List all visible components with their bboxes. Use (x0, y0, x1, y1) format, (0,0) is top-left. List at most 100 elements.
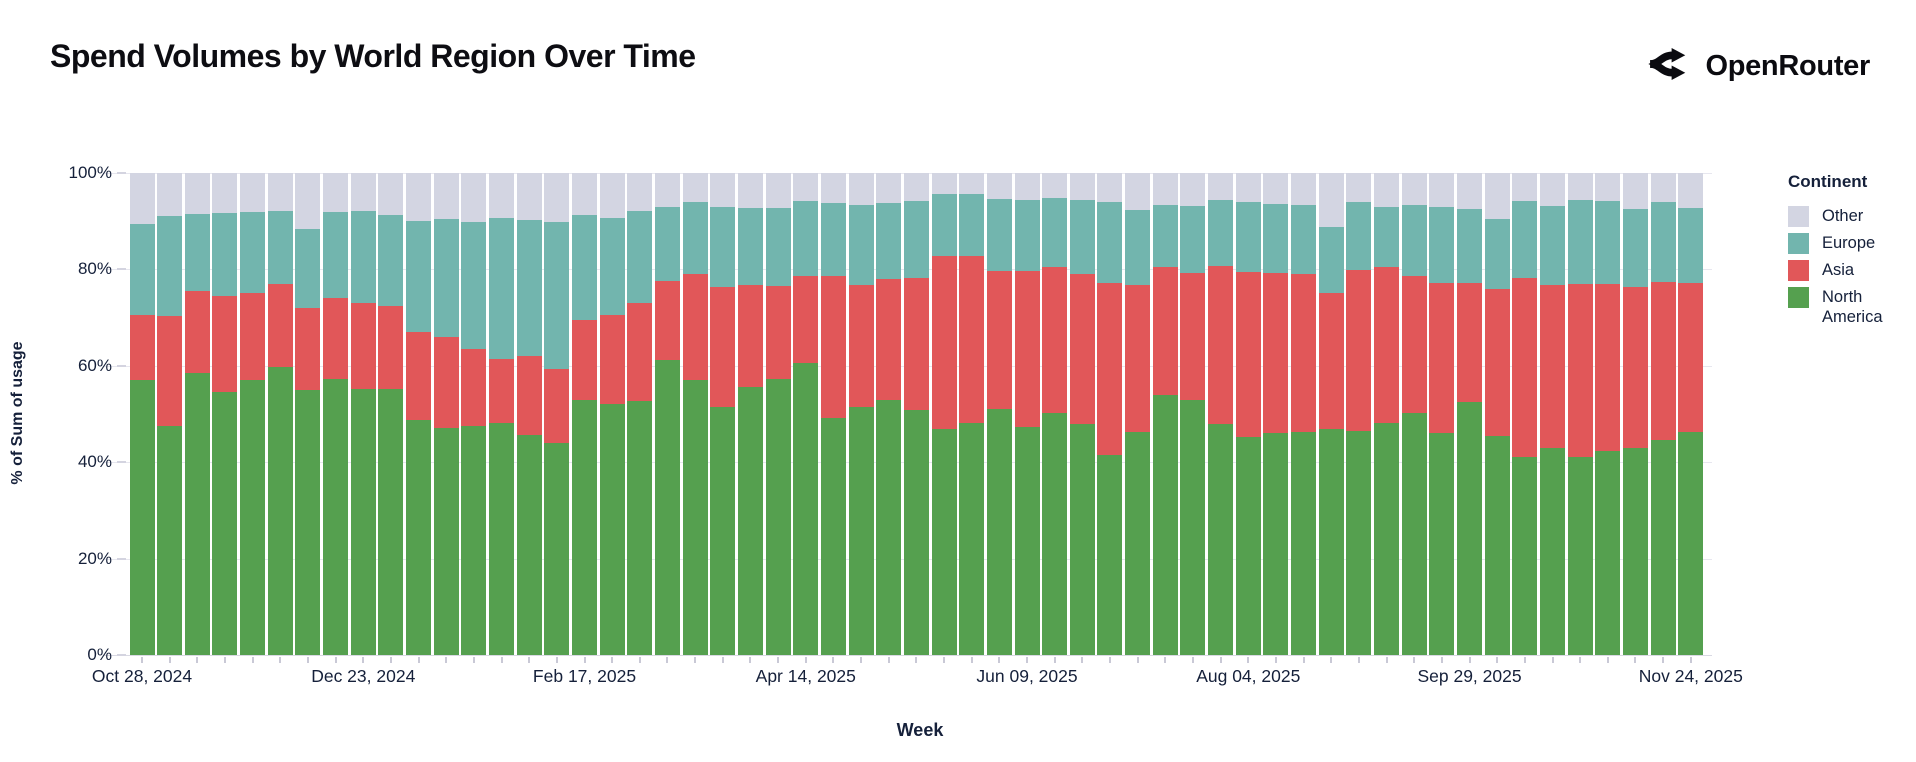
bar-segment-north-america[interactable] (323, 378, 349, 655)
bar-segment-other[interactable] (848, 173, 874, 205)
bar-segment-other[interactable] (1484, 173, 1510, 220)
bar-segment-north-america[interactable] (1263, 433, 1289, 655)
bar-segment-other[interactable] (986, 173, 1012, 200)
bar-segment-other[interactable] (959, 173, 985, 194)
bar-segment-europe[interactable] (433, 219, 459, 338)
bar-segment-other[interactable] (876, 173, 902, 204)
bar-segment-other[interactable] (1512, 173, 1538, 202)
bar-segment-north-america[interactable] (820, 418, 846, 655)
bar-segment-europe[interactable] (986, 199, 1012, 271)
bar-segment-asia[interactable] (820, 276, 846, 419)
bar-segment-other[interactable] (627, 173, 653, 211)
bar-segment-europe[interactable] (820, 203, 846, 277)
bar-segment-asia[interactable] (212, 296, 238, 393)
bar-segment-other[interactable] (240, 173, 266, 212)
bar-segment-other[interactable] (903, 173, 929, 202)
bar-segment-north-america[interactable] (1540, 448, 1565, 655)
bar-segment-asia[interactable] (129, 315, 155, 380)
bar-segment-north-america[interactable] (1595, 450, 1621, 655)
bar-segment-other[interactable] (1622, 173, 1648, 210)
legend-item-north-america[interactable]: North America (1788, 287, 1908, 327)
bar-segment-europe[interactable] (1235, 202, 1261, 273)
bar-segment-north-america[interactable] (1014, 427, 1040, 655)
bar-segment-other[interactable] (1540, 173, 1565, 206)
bar-segment-europe[interactable] (959, 193, 985, 256)
bar-segment-europe[interactable] (765, 208, 791, 286)
bar-segment-europe[interactable] (572, 214, 597, 320)
bar-segment-europe[interactable] (129, 224, 155, 316)
bar-segment-europe[interactable] (1180, 205, 1206, 274)
bar-segment-other[interactable] (1346, 173, 1372, 203)
bar-segment-europe[interactable] (157, 216, 183, 317)
bar-segment-north-america[interactable] (682, 379, 708, 655)
bar-segment-asia[interactable] (710, 286, 736, 407)
bar-segment-europe[interactable] (1014, 199, 1040, 272)
bar-segment-north-america[interactable] (627, 400, 653, 655)
bar-segment-other[interactable] (1180, 173, 1206, 206)
bar-segment-asia[interactable] (544, 368, 570, 444)
bar-segment-asia[interactable] (1401, 275, 1427, 413)
bar-segment-asia[interactable] (1208, 265, 1234, 424)
bar-segment-europe[interactable] (1595, 201, 1621, 285)
bar-segment-asia[interactable] (1318, 292, 1344, 429)
bar-segment-europe[interactable] (1069, 199, 1095, 274)
bar-segment-other[interactable] (1401, 173, 1427, 205)
bar-segment-europe[interactable] (1374, 206, 1400, 268)
bar-segment-europe[interactable] (793, 201, 819, 276)
bar-segment-other[interactable] (820, 173, 846, 204)
bar-segment-europe[interactable] (654, 206, 680, 282)
bar-segment-north-america[interactable] (544, 443, 570, 655)
bar-segment-europe[interactable] (1484, 219, 1510, 290)
bar-segment-north-america[interactable] (433, 428, 459, 655)
bar-segment-europe[interactable] (295, 229, 321, 308)
bar-segment-other[interactable] (406, 173, 432, 221)
bar-segment-north-america[interactable] (184, 373, 210, 655)
bar-segment-europe[interactable] (1540, 205, 1565, 285)
bar-segment-europe[interactable] (1401, 204, 1427, 276)
bar-segment-asia[interactable] (1429, 283, 1455, 434)
bar-segment-europe[interactable] (240, 211, 266, 293)
bar-segment-other[interactable] (599, 173, 625, 219)
bar-segment-europe[interactable] (406, 220, 432, 333)
bar-segment-other[interactable] (1650, 173, 1676, 203)
bar-segment-asia[interactable] (1125, 284, 1151, 433)
bar-segment-other[interactable] (1678, 173, 1704, 209)
bar-segment-north-america[interactable] (1208, 423, 1234, 655)
bar-segment-europe[interactable] (848, 204, 874, 285)
bar-segment-europe[interactable] (710, 206, 736, 287)
bar-segment-europe[interactable] (1346, 202, 1372, 270)
bar-segment-other[interactable] (654, 173, 680, 207)
bar-segment-other[interactable] (1042, 173, 1068, 199)
openrouter-logo[interactable]: OpenRouter (1645, 44, 1870, 89)
bar-segment-north-america[interactable] (1512, 457, 1538, 655)
bar-segment-north-america[interactable] (489, 422, 515, 655)
bar-segment-europe[interactable] (1567, 200, 1593, 285)
bar-segment-europe[interactable] (1512, 201, 1538, 279)
bar-segment-asia[interactable] (876, 279, 902, 400)
bar-segment-north-america[interactable] (710, 406, 736, 655)
bar-segment-asia[interactable] (986, 270, 1012, 410)
legend-item-europe[interactable]: Europe (1788, 233, 1908, 254)
bar-segment-north-america[interactable] (295, 389, 321, 655)
bar-segment-north-america[interactable] (903, 409, 929, 655)
bar-segment-other[interactable] (267, 173, 293, 211)
bar-segment-europe[interactable] (599, 218, 625, 315)
bar-segment-north-america[interactable] (737, 387, 763, 655)
bar-segment-asia[interactable] (1152, 267, 1178, 395)
bar-segment-asia[interactable] (323, 298, 349, 379)
bar-segment-europe[interactable] (903, 201, 929, 278)
bar-segment-europe[interactable] (1457, 209, 1483, 284)
bar-segment-north-america[interactable] (876, 400, 902, 655)
bar-segment-north-america[interactable] (1346, 431, 1372, 655)
bar-segment-north-america[interactable] (1678, 432, 1704, 655)
bar-segment-other[interactable] (516, 173, 542, 221)
bar-segment-asia[interactable] (1069, 273, 1095, 424)
bar-segment-north-america[interactable] (599, 404, 625, 655)
bar-segment-europe[interactable] (931, 193, 957, 257)
bar-segment-other[interactable] (378, 173, 404, 215)
bar-segment-asia[interactable] (433, 337, 459, 429)
legend-item-asia[interactable]: Asia (1788, 260, 1908, 281)
bar-segment-other[interactable] (1125, 173, 1151, 211)
bar-segment-other[interactable] (737, 173, 763, 208)
bar-segment-other[interactable] (184, 173, 210, 214)
